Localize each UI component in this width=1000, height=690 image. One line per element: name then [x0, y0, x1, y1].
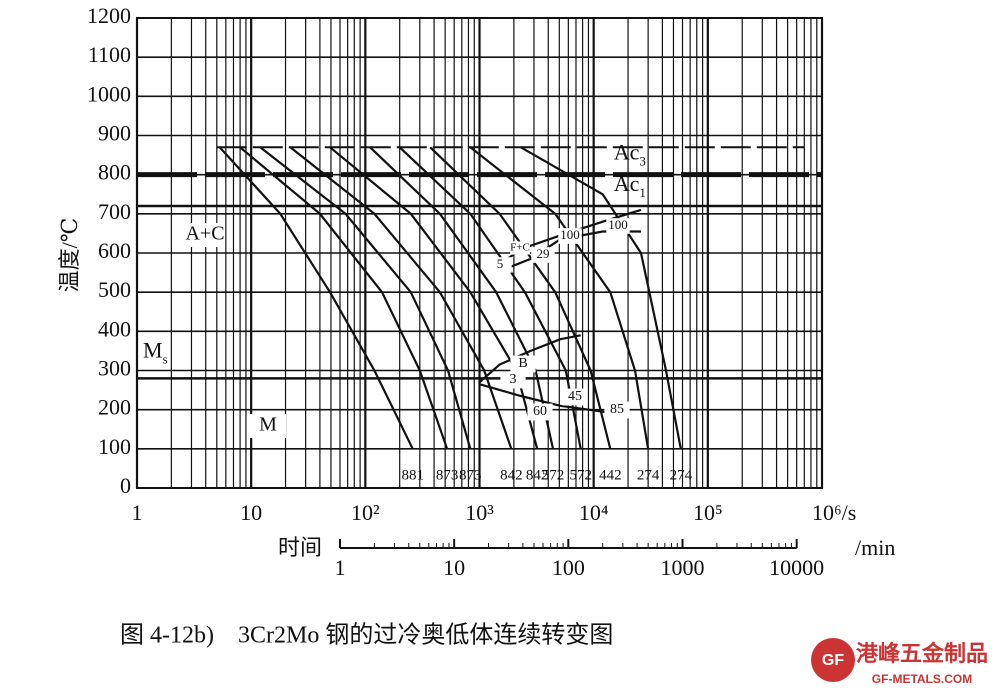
hardness-label: 572	[542, 467, 565, 483]
watermark: GF 港峰五金制品 GF-METALS.COM	[811, 638, 988, 686]
reference-label: Ac3	[614, 140, 646, 169]
transformation-boundary	[478, 334, 581, 384]
annotation-bg	[558, 228, 582, 244]
annotation: B	[518, 356, 527, 371]
annotation: 100	[560, 227, 580, 242]
x2-tick-label: 1000	[661, 555, 705, 580]
annotation-bg	[500, 371, 526, 389]
annotation: 60	[533, 404, 547, 419]
x2-tick-label: 10	[443, 555, 465, 580]
x2-tick-label: 100	[552, 555, 585, 580]
y-tick-label: 900	[98, 121, 131, 146]
hardness-label: 842	[526, 467, 549, 483]
x-tick-label: 10⁴	[579, 500, 609, 525]
x2-axis-unit: /min	[855, 535, 895, 560]
annotation: 29	[537, 246, 550, 261]
watermark-url: GF-METALS.COM	[872, 672, 972, 686]
y-tick-label: 200	[98, 395, 131, 420]
x2-tick-label: 10000	[769, 555, 824, 580]
hardness-label: 274	[670, 467, 693, 483]
y-tick-label: 100	[98, 434, 131, 459]
y-axis-label: 温度/℃	[57, 218, 82, 293]
cooling-curve	[259, 146, 472, 450]
y-tick-label: 300	[98, 356, 131, 381]
cooling-curve	[469, 146, 650, 449]
hardness-label: 873	[436, 467, 459, 483]
hardness-label: 873	[459, 467, 482, 483]
hardness-label: 572	[569, 467, 592, 483]
x-tick-label: 10⁶/s	[812, 500, 856, 525]
x-tick-label: 10²	[351, 500, 380, 525]
annotation-bg	[606, 218, 630, 234]
reference-label-base: Ac	[614, 171, 640, 196]
plot-frame	[136, 17, 823, 489]
annotation-bg	[562, 388, 588, 406]
cooling-curve	[289, 146, 513, 450]
reference-label-base: M	[143, 337, 163, 362]
annotation-bg	[510, 241, 530, 255]
annotation: M	[259, 414, 277, 436]
annotation-bg	[250, 414, 286, 438]
annotation-bg	[604, 401, 630, 419]
reference-label-sub: s	[163, 351, 168, 366]
annotation: 45	[568, 389, 582, 404]
y-tick-label: 1100	[88, 42, 131, 67]
reference-label-sub: 1	[639, 185, 646, 200]
annotation: 5	[497, 256, 504, 271]
x2-tick-label: 1	[334, 555, 345, 580]
annotation-bg	[488, 257, 512, 273]
cooling-curve	[429, 146, 612, 450]
y-tick-label: 600	[98, 238, 131, 263]
hardness-label: 274	[637, 467, 660, 483]
y-tick-label: 1200	[87, 3, 131, 28]
annotation: A+C	[185, 223, 224, 245]
y-tick-label: 800	[98, 160, 131, 185]
annotation: 3	[510, 372, 517, 387]
annotation-bg	[510, 355, 536, 373]
reference-label-sub: 3	[639, 154, 646, 169]
annotation-bg	[527, 403, 553, 421]
cooling-curve	[520, 146, 682, 450]
x-tick-label: 1	[132, 500, 143, 525]
annotation: 85	[610, 402, 624, 417]
reference-label-base: Ac	[614, 140, 640, 165]
logo-circle	[811, 638, 855, 682]
cooling-curve	[239, 146, 449, 450]
watermark-name: 港峰五金制品	[856, 641, 988, 667]
x-tick-label: 10	[240, 500, 262, 525]
y-tick-label: 400	[98, 316, 131, 341]
y-tick-label: 1000	[87, 81, 131, 106]
hardness-label: 842	[500, 467, 523, 483]
cooling-curve	[218, 146, 414, 450]
y-tick-label: 0	[120, 473, 131, 498]
y-tick-label: 700	[98, 199, 131, 224]
caption: 图 4-12b) 3Cr2Mo 钢的过冷奥低体连续转变图	[120, 622, 613, 649]
reference-label: Ac1	[614, 171, 646, 200]
logo-text: GF	[822, 652, 844, 669]
annotation-bg	[187, 223, 223, 247]
x-tick-label: 10³	[465, 500, 494, 525]
hardness-label: 442	[599, 467, 622, 483]
cooling-curve	[369, 146, 555, 450]
x2-axis-label: 时间	[278, 535, 322, 560]
annotation: 100	[608, 217, 628, 232]
annotation: F+C	[510, 242, 530, 254]
hardness-label: 881	[401, 467, 424, 483]
reference-label: Ms	[143, 337, 168, 366]
annotation-bg	[531, 247, 555, 263]
x-tick-label: 10⁵	[693, 500, 723, 525]
y-tick-label: 500	[98, 277, 131, 302]
